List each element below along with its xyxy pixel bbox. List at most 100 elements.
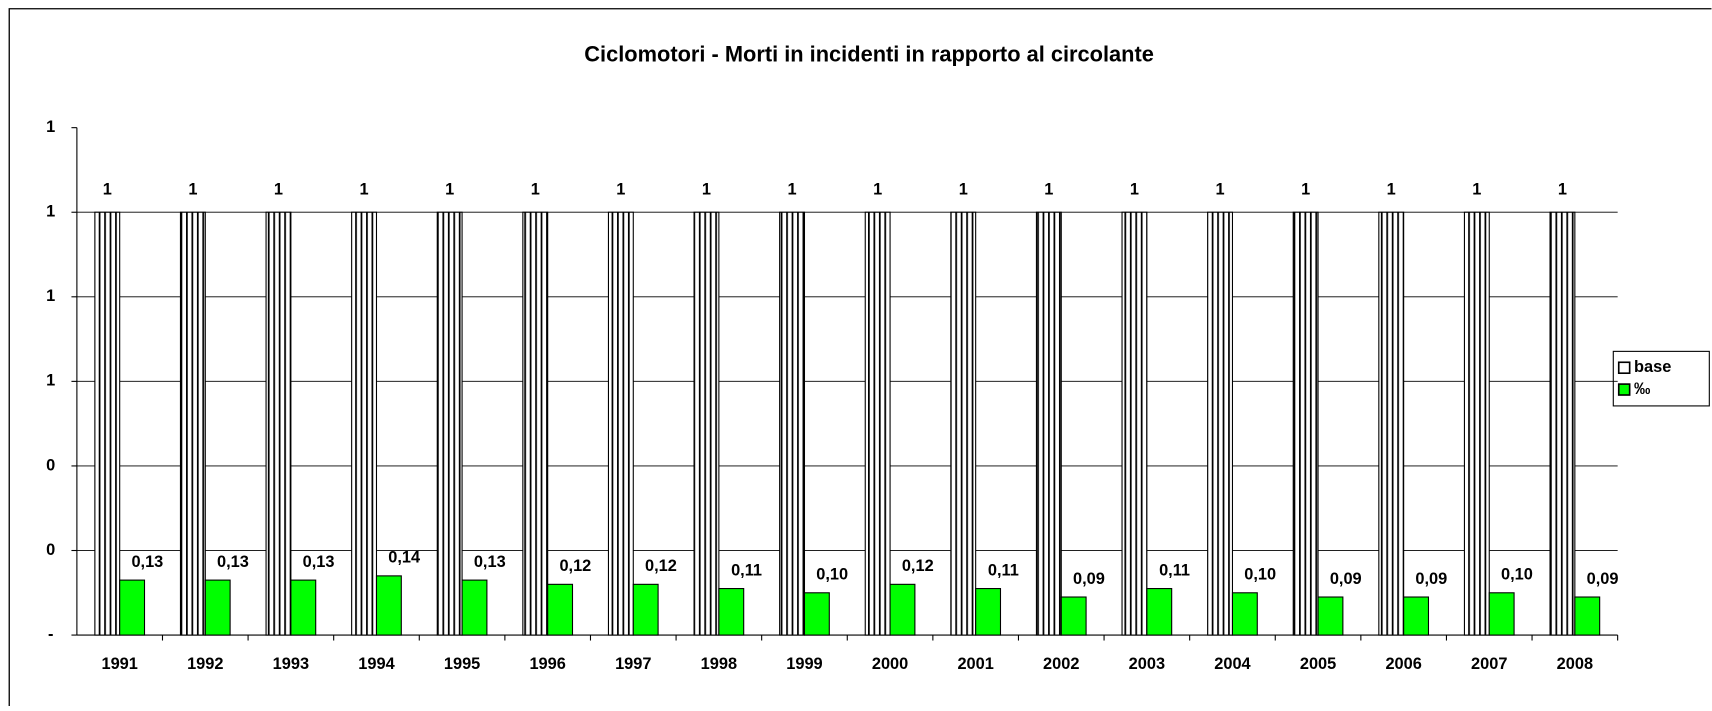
y-tick-label: 0 xyxy=(46,456,55,474)
data-label: 1 xyxy=(788,181,797,199)
data-label: 0,13 xyxy=(303,553,335,571)
bar xyxy=(547,583,574,636)
data-label: 1 xyxy=(1301,181,1310,199)
x-tick-label: 2002 xyxy=(1043,655,1079,673)
y-tick-label: 1 xyxy=(46,287,55,305)
data-label: 1 xyxy=(188,181,197,199)
y-tick-label: 1 xyxy=(46,372,55,390)
bar xyxy=(1207,211,1234,636)
data-label: 0,14 xyxy=(388,549,421,567)
bar xyxy=(1292,211,1319,636)
bar xyxy=(94,211,121,636)
x-tick-label: 2007 xyxy=(1471,655,1507,673)
data-label: 0,13 xyxy=(131,553,163,571)
data-label: 1 xyxy=(1215,181,1224,199)
x-tick-label: 1993 xyxy=(273,655,309,673)
bar xyxy=(290,579,317,636)
x-tick-label: 1991 xyxy=(101,655,137,673)
x-tick-label: 2005 xyxy=(1300,655,1336,673)
chart-title: Ciclomotori - Morti in incidenti in rapp… xyxy=(584,41,1154,66)
bar xyxy=(1574,596,1601,636)
bar xyxy=(607,211,634,636)
x-tick-label: 2004 xyxy=(1214,655,1251,673)
data-label: 0,09 xyxy=(1073,570,1105,588)
data-label: 0,10 xyxy=(1244,566,1276,584)
data-label: 0,09 xyxy=(1330,570,1362,588)
data-label: 1 xyxy=(616,181,625,199)
bar xyxy=(265,211,292,636)
legend-swatch xyxy=(1617,383,1631,396)
x-tick-label: 1995 xyxy=(444,655,480,673)
legend xyxy=(1612,350,1710,407)
bar xyxy=(864,211,891,636)
bar xyxy=(779,211,806,636)
x-tick-label: 2000 xyxy=(872,655,908,673)
bar xyxy=(522,211,549,636)
x-tick-label: 1996 xyxy=(529,655,565,673)
bar xyxy=(693,211,720,636)
data-label: 1 xyxy=(103,181,112,199)
bar xyxy=(1317,596,1344,636)
x-tick-label: 1994 xyxy=(358,655,395,673)
bar xyxy=(1231,592,1258,636)
data-label: 0,09 xyxy=(1587,570,1619,588)
data-label: 1 xyxy=(1472,181,1481,199)
chart-frame xyxy=(8,8,1712,706)
data-label: 1 xyxy=(873,181,882,199)
data-label: 1 xyxy=(360,181,369,199)
y-tick-label: - xyxy=(48,625,53,643)
bar xyxy=(632,583,659,636)
data-label: 1 xyxy=(1387,181,1396,199)
legend-label: base xyxy=(1634,358,1671,376)
data-label: 0,12 xyxy=(559,557,591,575)
y-tick-label: 1 xyxy=(46,118,55,136)
legend-swatch xyxy=(1617,361,1631,375)
bar xyxy=(436,211,463,636)
bar xyxy=(1549,211,1576,636)
bar xyxy=(889,583,916,636)
bar xyxy=(1060,596,1087,636)
data-label: 0,12 xyxy=(645,557,677,575)
data-label: 1 xyxy=(1558,181,1567,199)
data-label: 0,13 xyxy=(217,553,249,571)
x-tick-label: 1992 xyxy=(187,655,223,673)
x-tick-label: 2006 xyxy=(1385,655,1421,673)
bar xyxy=(1403,596,1430,636)
bar xyxy=(1463,211,1490,636)
bar xyxy=(119,579,146,636)
x-tick-label: 2003 xyxy=(1129,655,1165,673)
bar xyxy=(803,592,830,636)
bar xyxy=(179,211,206,636)
data-label: 0,10 xyxy=(816,566,848,584)
bar xyxy=(1488,592,1515,636)
x-tick-label: 2001 xyxy=(957,655,993,673)
x-tick-label: 1999 xyxy=(786,655,822,673)
data-label: 1 xyxy=(1044,181,1053,199)
data-label: 0,09 xyxy=(1415,570,1447,588)
data-label: 1 xyxy=(1130,181,1139,199)
bar xyxy=(1146,588,1173,636)
bar xyxy=(950,211,977,636)
bar xyxy=(1378,211,1405,636)
x-tick-label: 1997 xyxy=(615,655,651,673)
bar xyxy=(718,588,745,636)
data-label: 0,11 xyxy=(1159,561,1190,579)
x-tick-label: 1998 xyxy=(701,655,737,673)
bar xyxy=(975,588,1002,636)
data-label: 1 xyxy=(702,181,711,199)
data-label: 0,11 xyxy=(988,561,1019,579)
bar xyxy=(204,579,231,636)
y-tick-label: 0 xyxy=(46,541,55,559)
data-label: 1 xyxy=(445,181,454,199)
bar xyxy=(1035,211,1062,636)
data-label: 0,11 xyxy=(731,561,762,579)
data-label: 0,13 xyxy=(474,553,506,571)
bar xyxy=(461,579,488,636)
bar xyxy=(1121,211,1148,636)
bar xyxy=(375,575,402,636)
legend-label: ‰ xyxy=(1634,380,1651,398)
data-label: 0,10 xyxy=(1501,566,1533,584)
y-tick-label: 1 xyxy=(46,203,55,221)
x-tick-label: 2008 xyxy=(1557,655,1593,673)
